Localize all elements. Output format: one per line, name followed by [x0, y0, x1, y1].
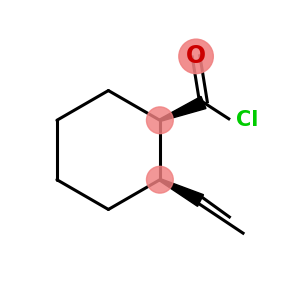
- Polygon shape: [159, 96, 206, 122]
- Polygon shape: [159, 179, 203, 206]
- Circle shape: [179, 39, 213, 74]
- Circle shape: [146, 166, 173, 193]
- Text: O: O: [186, 44, 206, 68]
- Circle shape: [146, 107, 173, 134]
- Text: Cl: Cl: [236, 110, 259, 130]
